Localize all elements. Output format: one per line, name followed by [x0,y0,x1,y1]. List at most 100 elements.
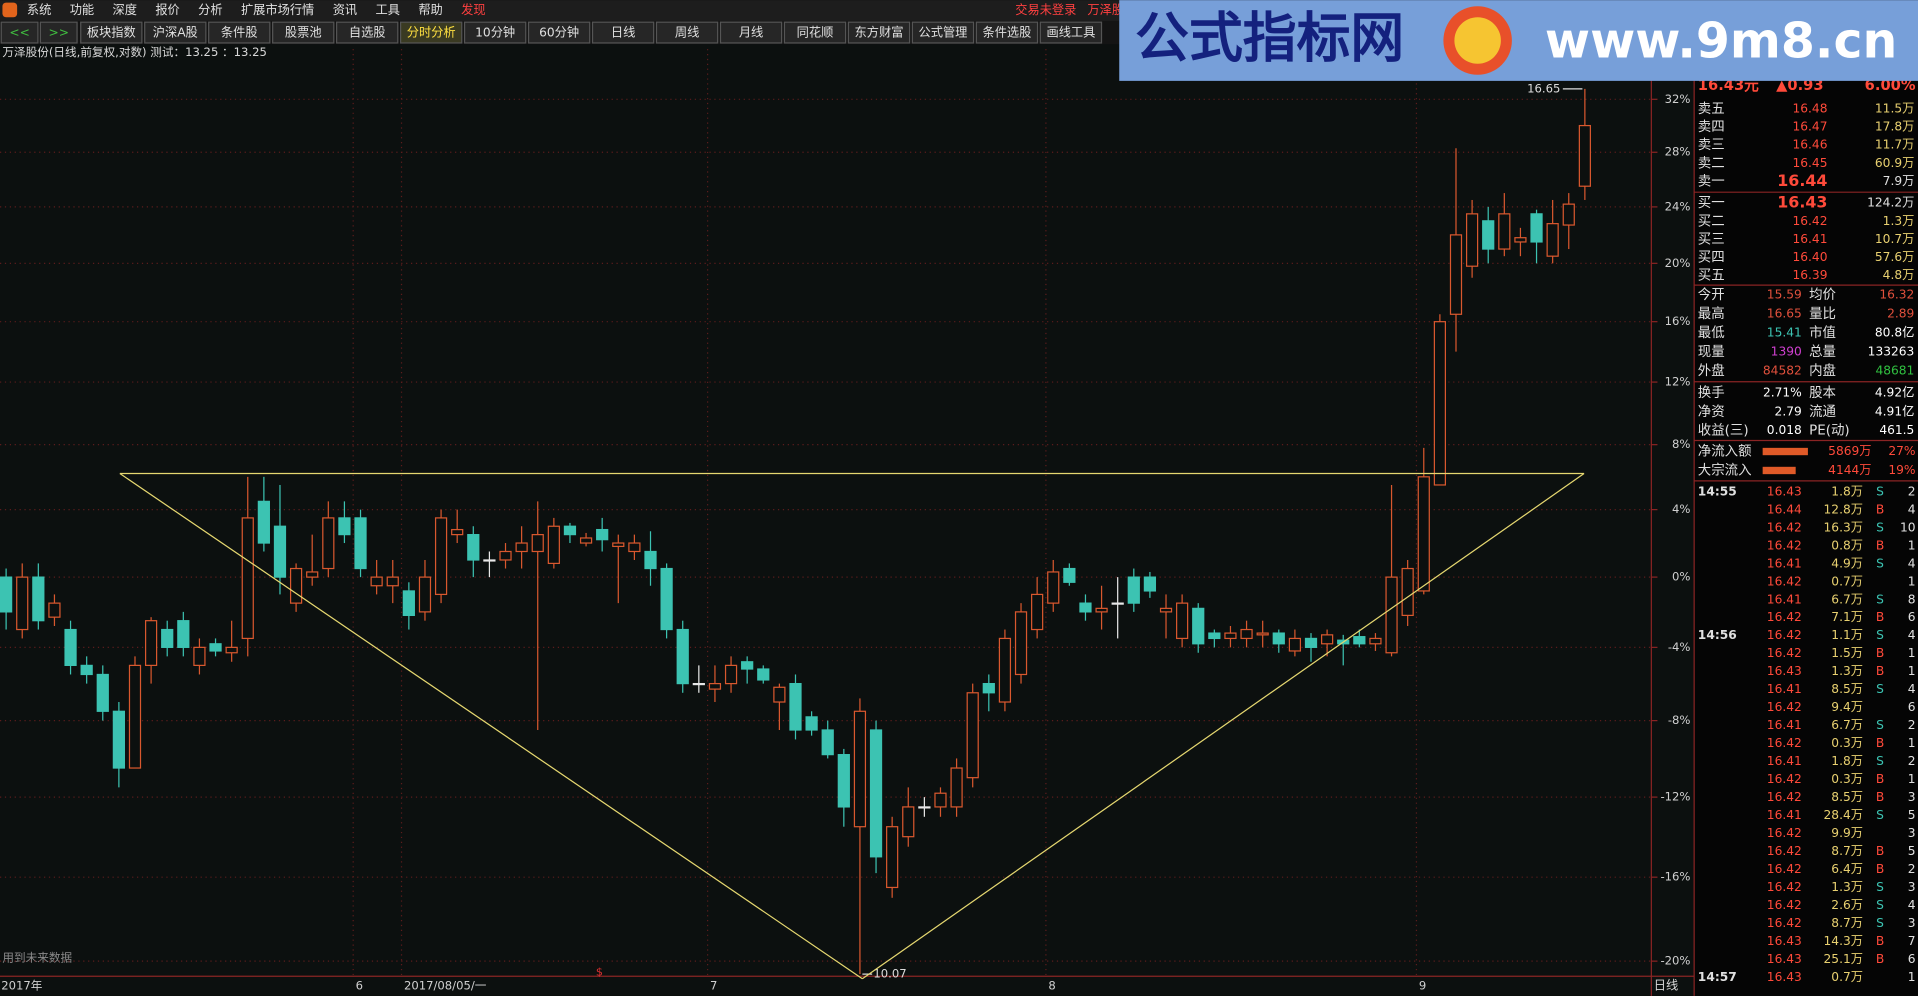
candle-body [596,528,609,541]
candle-body [950,767,963,808]
tick-price: 16.42 [1767,772,1802,786]
candle-body [48,602,61,618]
toolbar-label[interactable]: 公式管理 [919,25,968,40]
menu-item[interactable]: 工具 [376,3,400,17]
tick-price: 16.41 [1767,556,1802,570]
tick-count: 1 [1908,664,1916,678]
toolbar-label[interactable]: << [9,26,29,40]
tick-price: 16.43 [1767,934,1802,948]
app-icon [2,2,18,18]
toolbar-label[interactable]: 沪深A股 [153,26,198,40]
toolbar-tab[interactable] [463,21,527,44]
toolbar-tab[interactable] [975,21,1039,44]
menu-item[interactable]: 分析 [198,3,222,17]
candle-body [612,542,625,548]
menu-item[interactable]: 帮助 [418,3,442,17]
tick-volume: 0.3万 [1831,736,1863,750]
menu-item[interactable]: 扩展市场行情 [241,2,314,17]
y-tick-label: 20% [1665,256,1691,270]
candle-body [128,664,142,769]
toolbar-label[interactable]: 自选股 [349,26,386,40]
min-label: 10.07 [873,967,906,981]
toolbar-label[interactable]: 东方财富 [855,25,904,40]
toolbar-label[interactable]: 同花顺 [797,25,834,40]
toolbar-label[interactable]: 10分钟 [475,25,515,40]
toolbar-label[interactable]: 60分钟 [539,25,579,40]
toolbar-tab[interactable] [527,21,591,44]
toolbar-label[interactable]: 周线 [675,26,699,40]
toolbar-tab[interactable] [655,21,719,44]
menu-item[interactable]: 功能 [70,3,94,17]
toolbar-tab[interactable] [719,21,783,44]
tick-volume: 2.6万 [1831,898,1863,912]
stat-value: 16.32 [1879,287,1914,301]
toolbar-label[interactable]: 月线 [739,26,763,40]
tick-volume: 8.7万 [1831,844,1863,858]
y-tick-label: 16% [1665,314,1691,328]
flow-bar [1762,447,1808,456]
toolbar-tab[interactable] [0,21,39,44]
tick-volume: 0.8万 [1831,538,1863,552]
toolbar-tab[interactable] [1039,21,1103,44]
toolbar-tab[interactable] [847,21,911,44]
menu-item[interactable]: 系统 [27,3,51,17]
candle-body [515,542,528,553]
book-price: 16.39 [1792,268,1827,282]
tick-count: 4 [1908,502,1916,516]
flow-pct: 27% [1888,444,1915,458]
tick-price: 16.42 [1767,790,1802,804]
candle-body [112,710,126,769]
tick-count: 7 [1908,934,1916,948]
tick-price: 16.43 [1767,664,1802,678]
book-price: 16.46 [1792,138,1827,152]
candle-body [370,576,383,587]
candle-body [692,682,705,686]
menu-item[interactable]: 发现 [461,2,485,17]
tick-side: B [1876,934,1884,948]
toolbar-tab[interactable] [399,21,463,44]
candle-body [177,620,190,648]
tick-count: 3 [1908,790,1916,804]
toolbar-tab[interactable] [783,21,847,44]
toolbar-tab[interactable] [80,21,143,44]
candle-body [434,517,448,596]
x-tick-label: 2017年 [1,979,43,993]
candle-body [660,567,673,631]
candle-body [676,628,689,685]
menu-item[interactable]: 报价 [155,2,179,17]
toolbar-tab[interactable] [144,21,207,44]
toolbar-label[interactable]: 日线 [611,26,635,40]
menu-item[interactable]: 深度 [113,2,137,17]
toolbar-tab[interactable] [591,21,655,44]
toolbar-tab[interactable] [336,21,399,44]
toolbar-label[interactable]: 条件股 [221,26,258,40]
toolbar-label[interactable]: 条件选股 [983,26,1032,40]
toolbar-label[interactable]: 股票池 [285,26,322,40]
tick-side: S [1876,628,1884,642]
candle-body [789,682,802,731]
toolbar-label[interactable]: >> [48,26,68,40]
candle-body [982,682,995,694]
candle-body [547,525,560,565]
tick-count: 3 [1908,826,1916,840]
tick-count: 4 [1908,556,1916,570]
candle-body [869,729,883,858]
book-label: 卖三 [1698,137,1725,153]
toolbar-tab[interactable] [272,21,335,44]
tick-count: 5 [1908,808,1916,822]
candle-body [80,664,93,676]
y-tick-label: 28% [1665,145,1691,159]
toolbar-label[interactable]: 画线工具 [1046,26,1095,40]
tick-count: 6 [1908,610,1916,624]
toolbar-label[interactable]: 分时分析 [407,26,456,40]
toolbar-tab[interactable] [911,21,975,44]
candle-body [902,806,915,838]
candle-body [16,576,29,631]
toolbar-tab[interactable] [208,21,271,44]
menu-item[interactable]: 资讯 [333,3,357,17]
stat-value: 2.89 [1887,306,1914,320]
toolbar-label[interactable]: 板块指数 [87,25,136,40]
toolbar-tab[interactable] [39,21,78,44]
tick-count: 1 [1908,736,1916,750]
